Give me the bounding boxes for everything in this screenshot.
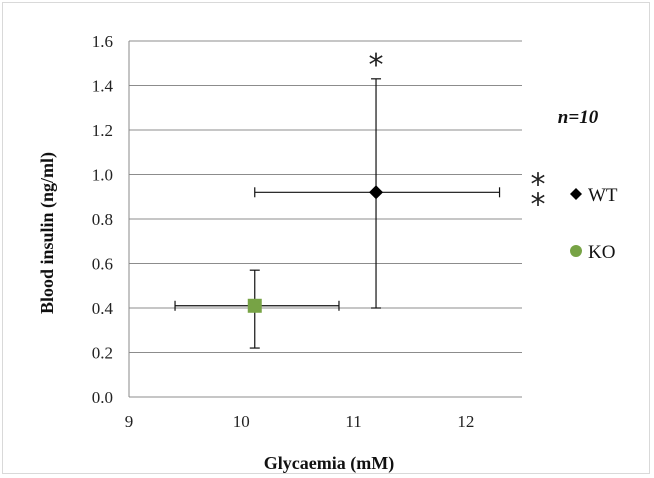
x-tick-labels: 9 10 11 12 — [125, 412, 475, 431]
scatter-chart: 0.00.20.40.60.81.01.21.41.6 9 10 11 12 ** *n… — [3, 3, 651, 475]
y-tick-label-2: 0.4 — [92, 299, 114, 318]
gridlines — [129, 41, 522, 397]
y-tick-label-5: 1.0 — [92, 166, 113, 185]
wt-point — [369, 185, 383, 199]
y-tick-label-4: 0.8 — [92, 210, 113, 229]
y-tick-label-7: 1.4 — [92, 77, 114, 96]
x-significance-star-1: * — [531, 187, 546, 222]
annotations: ** *n=10 — [369, 48, 599, 222]
y-tick-labels: 0.0 0.2 0.4 0.6 0.8 1.0 1.2 1.4 1.6 — [92, 32, 114, 407]
legend-label-wt: WT — [588, 185, 618, 206]
y-significance-star: * — [369, 48, 384, 83]
legend-label-ko: KO — [588, 242, 615, 263]
sample-size-note: n=10 — [558, 107, 599, 128]
legend: WT KO — [570, 185, 618, 263]
data-points — [248, 185, 383, 312]
y-tick-label-3: 0.6 — [92, 255, 113, 274]
y-tick-label-1: 0.2 — [92, 344, 113, 363]
x-tick-label-2: 11 — [345, 412, 361, 431]
x-tick-label-0: 9 — [125, 412, 134, 431]
y-tick-label-6: 1.2 — [92, 121, 113, 140]
y-axis-label: Blood insulin (ng/ml) — [37, 152, 58, 314]
x-tick-label-1: 10 — [233, 412, 250, 431]
ko-point — [248, 299, 262, 313]
y-tick-label-0: 0.0 — [92, 388, 113, 407]
x-axis-label: Glycaemia (mM) — [264, 453, 394, 474]
y-tick-label-8: 1.6 — [92, 32, 113, 51]
x-significance-stars: * * — [531, 167, 546, 222]
chart-frame: 0.0 0.2 0.4 0.6 0.8 1.0 1.2 1.4 1.6 9 10 11 12 * * * n… — [2, 2, 650, 474]
legend-marker-wt — [570, 188, 582, 200]
x-tick-label-3: 12 — [457, 412, 474, 431]
legend-marker-ko — [570, 245, 582, 257]
